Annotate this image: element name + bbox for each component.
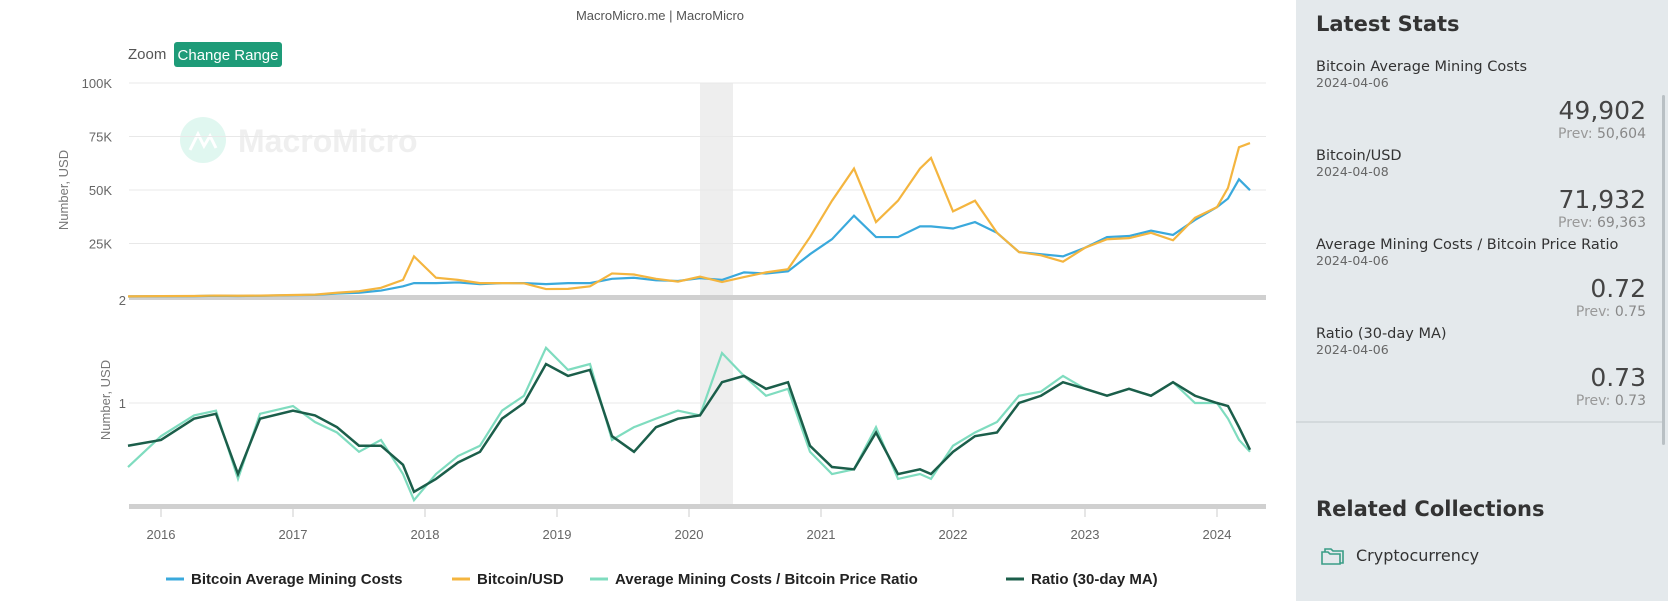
legend-label: Bitcoin/USD [477, 571, 564, 588]
upper-y-axis-title: Number, USD [56, 150, 71, 230]
stat-label: Bitcoin Average Mining Costs [1316, 59, 1528, 75]
y-tick-label: 75K [89, 130, 112, 145]
collection-cryptocurrency[interactable]: Cryptocurrency [1320, 545, 1479, 565]
stat-value: 0.72 [1590, 274, 1646, 303]
collection-label: Cryptocurrency [1356, 545, 1480, 565]
prev-value: 69,363 [1597, 215, 1646, 231]
x-tick-label: 2023 [1071, 527, 1100, 542]
chart-source: MacroMicro.me | MacroMicro [576, 8, 744, 23]
divider [1296, 421, 1662, 423]
x-tick-label: 2021 [807, 527, 836, 542]
stat-date: 2024-04-06 [1316, 75, 1389, 90]
stat-label: Ratio (30-day MA) [1316, 326, 1447, 342]
stat-value: 49,902 [1558, 96, 1646, 125]
prev-label: Prev: [1575, 304, 1611, 320]
y-tick-label: 25K [89, 237, 112, 252]
x-tick-label: 2020 [675, 527, 704, 542]
stat-date: 2024-04-06 [1316, 253, 1389, 268]
stat-prev: Prev: 50,604 [1558, 126, 1646, 142]
legend-item[interactable]: Bitcoin Average Mining Costs [166, 571, 402, 588]
stat-date: 2024-04-08 [1316, 164, 1389, 179]
x-tick-label: 2024 [1203, 527, 1232, 542]
stat-label: Average Mining Costs / Bitcoin Price Rat… [1316, 237, 1619, 253]
upper-x-axis [129, 295, 1266, 300]
x-tick-label: 2022 [939, 527, 968, 542]
change-range-button[interactable]: Change Range [174, 42, 282, 67]
y-tick-label: 100K [82, 76, 113, 91]
related-collections-title: Related Collections [1316, 497, 1545, 521]
prev-value: 0.73 [1614, 393, 1646, 409]
y-tick-label: 2 [119, 293, 126, 308]
stat-prev: Prev: 69,363 [1558, 215, 1646, 231]
stat-item: Bitcoin/USD 2024-04-08 71,932 Prev: 69,3… [1316, 148, 1646, 234]
lower-y-axis-title: Number, USD [98, 360, 113, 440]
watermark: MacroMicro [180, 117, 418, 163]
latest-stats-title: Latest Stats [1316, 12, 1460, 36]
watermark-text: MacroMicro [238, 123, 418, 159]
stat-item: Average Mining Costs / Bitcoin Price Rat… [1316, 237, 1646, 323]
x-tick-label: 2017 [279, 527, 308, 542]
prev-label: Prev: [1575, 393, 1611, 409]
chart: MacroMicro.me | MacroMicro Zoom Change R… [56, 8, 1266, 588]
ratio-ma-line [127, 362, 1252, 494]
prev-value: 0.75 [1614, 304, 1646, 320]
stat-item: Bitcoin Average Mining Costs 2024-04-06 … [1316, 59, 1646, 145]
stat-item: Ratio (30-day MA) 2024-04-06 0.73 Prev: … [1316, 326, 1646, 412]
legend-item[interactable]: Bitcoin/USD [452, 571, 564, 588]
y-tick-label: 1 [119, 396, 126, 411]
legend-label: Ratio (30-day MA) [1031, 571, 1158, 588]
ratio-line [127, 345, 1251, 503]
x-tick-label: 2019 [543, 527, 572, 542]
prev-value: 50,604 [1597, 126, 1646, 142]
folder-icon [1321, 548, 1344, 565]
x-tick-label: 2016 [147, 527, 176, 542]
y-tick-label: 50K [89, 183, 112, 198]
change-range-label: Change Range [178, 47, 279, 64]
sidebar: Latest Stats Bitcoin Average Mining Cost… [1296, 0, 1668, 601]
legend-item[interactable]: Average Mining Costs / Bitcoin Price Rat… [590, 571, 918, 588]
prev-label: Prev: [1558, 215, 1593, 231]
stat-prev: Prev: 0.73 [1576, 393, 1646, 409]
scrollbar[interactable] [1662, 95, 1665, 445]
stat-date: 2024-04-06 [1316, 342, 1389, 357]
lower-x-axis [129, 504, 1266, 509]
legend-item[interactable]: Ratio (30-day MA) [1006, 571, 1158, 588]
stat-prev: Prev: 0.75 [1576, 304, 1646, 320]
stat-value: 0.73 [1590, 363, 1646, 392]
x-tick-label: 2018 [411, 527, 440, 542]
zoom-label: Zoom [128, 46, 166, 63]
legend-label: Bitcoin Average Mining Costs [191, 571, 402, 588]
stat-value: 71,932 [1558, 185, 1646, 214]
legend: Bitcoin Average Mining Costs Bitcoin/USD A… [166, 571, 1158, 588]
shaded-period [700, 83, 733, 504]
bitcoin-usd-line [127, 142, 1251, 298]
legend-label: Average Mining Costs / Bitcoin Price Rat… [615, 571, 918, 588]
stat-label: Bitcoin/USD [1316, 148, 1402, 164]
prev-label: Prev: [1558, 126, 1593, 142]
macromicro-logo-icon [180, 117, 226, 163]
